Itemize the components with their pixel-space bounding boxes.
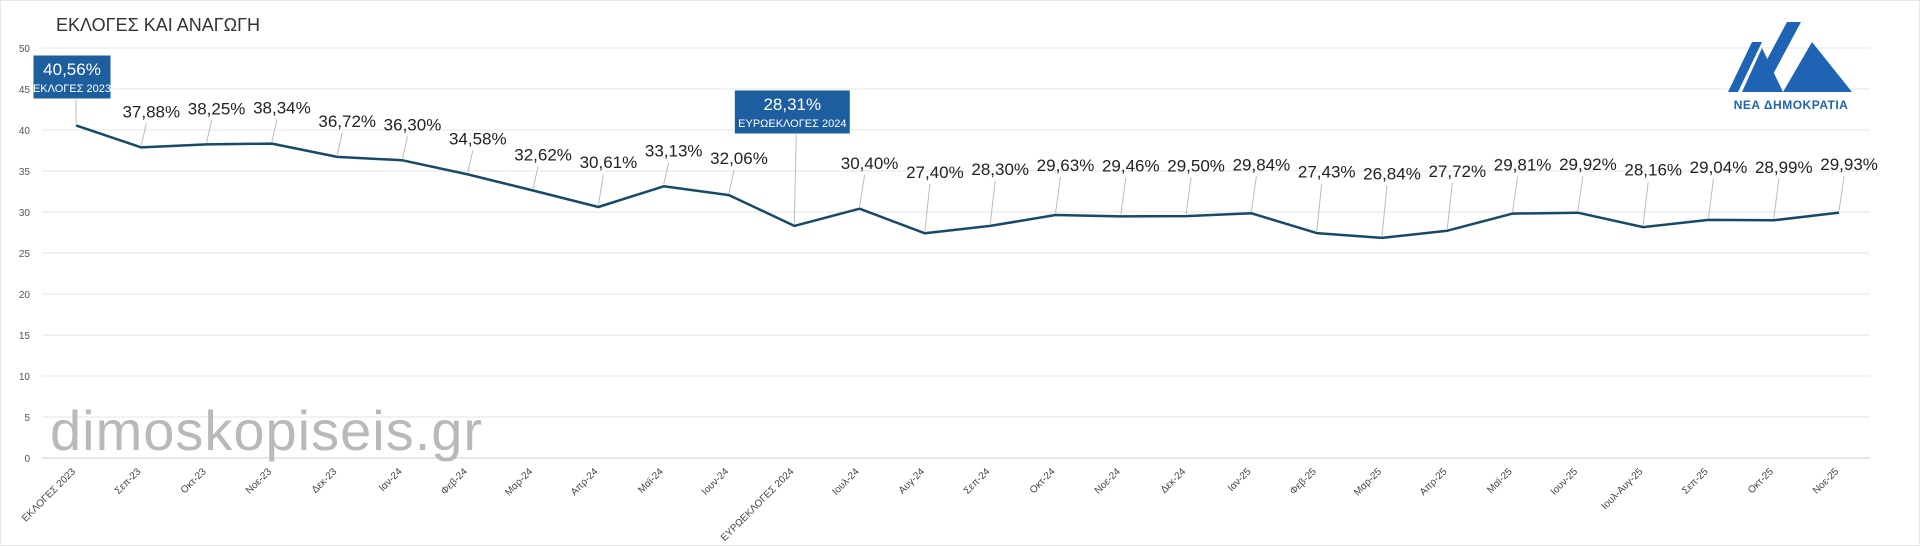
leader-line-23 (1577, 176, 1584, 211)
data-label-6: 34,58% (449, 129, 507, 148)
y-tick-label-45: 45 (19, 85, 31, 96)
page-title: ΕΚΛΟΓΕΣ ΚΑΙ ΑΝΑΓΩΓΗ (56, 15, 260, 35)
data-label-16: 29,46% (1102, 157, 1160, 176)
leader-line-22 (1512, 176, 1519, 212)
leader-line-4 (336, 132, 343, 156)
leader-line-6 (467, 150, 474, 173)
gridlines (42, 47, 1870, 459)
logo-stroke-right (1783, 42, 1852, 92)
highlight-box-0 (32, 54, 112, 100)
highlight-value-11: 28,31% (763, 95, 821, 114)
highlight-leader-11 (793, 133, 797, 224)
nd-party-logo-icon: ΝΕΑ ΔΗΜΟΚΡΑΤΙΑ (1728, 22, 1852, 112)
leader-line-13 (924, 183, 931, 232)
logo-stroke-slash (1756, 22, 1801, 80)
leader-line-14 (989, 181, 996, 224)
data-label-7: 32,62% (514, 146, 572, 165)
logo-text: ΝΕΑ ΔΗΜΟΚΡΑΤΙΑ (1734, 98, 1849, 112)
highlight-box-11 (733, 89, 851, 135)
data-label-25: 29,04% (1690, 158, 1748, 177)
leader-line-24 (1642, 181, 1649, 226)
leader-line-17 (1185, 177, 1192, 215)
leader-line-3 (271, 119, 278, 142)
leader-line-15 (1055, 177, 1061, 214)
leader-line-16 (1120, 177, 1127, 215)
data-label-21: 27,72% (1428, 162, 1486, 181)
leader-line-12 (859, 174, 866, 207)
data-label-20: 26,84% (1363, 164, 1421, 183)
watermark: dimoskopiseis.gr (50, 399, 483, 462)
data-label-12: 30,40% (841, 154, 899, 173)
y-tick-label-10: 10 (19, 372, 31, 383)
y-tick-label-40: 40 (19, 126, 31, 137)
y-tick-label-30: 30 (19, 208, 31, 219)
leader-line-27 (1838, 176, 1845, 211)
y-tick-label-0: 0 (24, 454, 30, 465)
label-leader-lines (140, 119, 1845, 236)
leader-line-20 (1381, 185, 1388, 236)
y-axis-ticks: 0 5 10 15 20 25 30 35 40 45 50 (19, 44, 31, 465)
data-label-1: 37,88% (122, 102, 180, 121)
y-tick-label-25: 25 (19, 249, 31, 260)
leader-line-8 (597, 174, 604, 206)
y-tick-label-20: 20 (19, 290, 31, 301)
data-label-19: 27,43% (1298, 163, 1356, 182)
data-label-23: 29,92% (1559, 155, 1617, 174)
data-label-27: 29,93% (1820, 155, 1878, 174)
data-label-18: 29,84% (1233, 155, 1291, 174)
highlight-note-11: ΕΥΡΩΕΚΛΟΓΕΣ 2024 (738, 118, 846, 130)
data-label-2: 38,25% (188, 99, 246, 118)
logo-stroke-left (1728, 42, 1762, 92)
data-label-22: 29,81% (1494, 156, 1552, 175)
highlight-value-0: 40,56% (43, 60, 101, 79)
data-label-4: 36,72% (318, 112, 376, 131)
leader-line-21 (1446, 182, 1453, 229)
data-label-10: 32,06% (710, 149, 768, 168)
leader-line-9 (663, 162, 670, 185)
y-tick-label-5: 5 (24, 413, 30, 424)
leader-line-18 (1250, 176, 1257, 212)
leader-line-19 (1316, 183, 1323, 232)
data-label-17: 29,50% (1167, 157, 1225, 176)
y-tick-label-35: 35 (19, 167, 31, 178)
leader-line-2 (206, 120, 213, 143)
data-label-15: 29,63% (1037, 156, 1095, 175)
data-label-14: 28,30% (971, 160, 1029, 179)
data-labels: 37,88% 38,25% 38,34% 36,72% 36,30% 34,58% 32,6… (122, 99, 1877, 184)
highlight-callouts: 40,56% ΕΚΛΟΓΕΣ 2023 28,31% ΕΥΡΩΕΚΛΟΓΕΣ 2024 (32, 54, 851, 224)
data-label-13: 27,40% (906, 163, 964, 182)
leader-line-26 (1773, 178, 1780, 219)
series-line (75, 124, 1840, 240)
data-label-8: 30,61% (580, 153, 638, 172)
data-label-5: 36,30% (384, 115, 442, 134)
y-tick-label-15: 15 (19, 331, 31, 342)
data-label-24: 28,16% (1624, 161, 1682, 180)
data-label-9: 33,13% (645, 141, 703, 160)
leader-line-7 (532, 166, 539, 189)
leader-line-1 (140, 123, 147, 146)
data-label-3: 38,34% (253, 99, 311, 118)
leader-line-5 (402, 136, 408, 159)
data-label-26: 28,99% (1755, 158, 1813, 177)
highlight-note-0: ΕΚΛΟΓΕΣ 2023 (33, 83, 111, 95)
leader-line-10 (728, 169, 735, 194)
leader-line-25 (1708, 178, 1714, 218)
y-tick-label-50: 50 (19, 44, 31, 55)
